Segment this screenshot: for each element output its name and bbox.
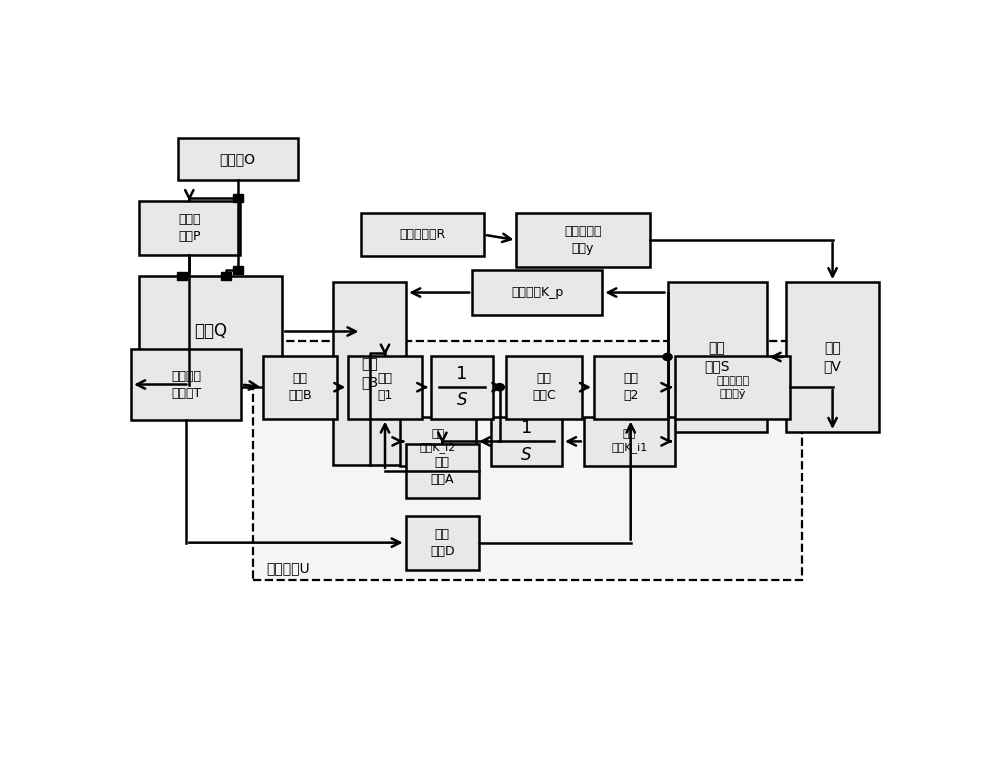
FancyBboxPatch shape bbox=[786, 282, 879, 432]
Text: 模型
系数C: 模型 系数C bbox=[532, 372, 556, 402]
Text: 模型
系数B: 模型 系数B bbox=[288, 372, 312, 402]
Text: 1: 1 bbox=[456, 365, 468, 383]
FancyBboxPatch shape bbox=[139, 202, 240, 255]
Text: S: S bbox=[521, 446, 532, 464]
FancyBboxPatch shape bbox=[361, 213, 484, 256]
FancyBboxPatch shape bbox=[406, 516, 479, 569]
FancyBboxPatch shape bbox=[584, 417, 675, 466]
Text: 电压传感器R: 电压传感器R bbox=[399, 228, 446, 241]
FancyBboxPatch shape bbox=[668, 282, 767, 432]
FancyBboxPatch shape bbox=[348, 356, 422, 419]
Circle shape bbox=[495, 384, 504, 391]
Text: 累加
器1: 累加 器1 bbox=[377, 372, 393, 402]
FancyBboxPatch shape bbox=[594, 356, 668, 419]
FancyBboxPatch shape bbox=[131, 349, 241, 420]
Text: 累加
器3: 累加 器3 bbox=[361, 357, 378, 390]
Bar bbox=[221, 272, 231, 280]
Bar bbox=[233, 266, 243, 274]
Text: 累加
器2: 累加 器2 bbox=[623, 372, 638, 402]
Text: 电流传
感器P: 电流传 感器P bbox=[178, 213, 201, 244]
FancyBboxPatch shape bbox=[263, 356, 337, 419]
Circle shape bbox=[663, 353, 672, 360]
FancyBboxPatch shape bbox=[406, 443, 479, 498]
Bar bbox=[233, 194, 243, 202]
Text: 积分
系数K_i1: 积分 系数K_i1 bbox=[611, 429, 648, 454]
FancyBboxPatch shape bbox=[333, 282, 406, 464]
Text: 积分
系数K_i2: 积分 系数K_i2 bbox=[420, 429, 456, 454]
FancyBboxPatch shape bbox=[472, 270, 602, 315]
FancyBboxPatch shape bbox=[491, 417, 562, 466]
Text: 电池模型U: 电池模型U bbox=[266, 562, 310, 576]
Text: 电压
误巪S: 电压 误巪S bbox=[704, 341, 730, 373]
FancyBboxPatch shape bbox=[675, 356, 790, 419]
FancyBboxPatch shape bbox=[139, 276, 282, 387]
FancyBboxPatch shape bbox=[253, 342, 802, 580]
Text: 测得的电
池电流T: 测得的电 池电流T bbox=[171, 370, 201, 400]
Text: 模型
系数A: 模型 系数A bbox=[431, 456, 454, 485]
FancyBboxPatch shape bbox=[178, 138, 298, 180]
FancyBboxPatch shape bbox=[431, 356, 493, 419]
FancyBboxPatch shape bbox=[516, 213, 650, 267]
Text: 比较
器V: 比较 器V bbox=[824, 341, 842, 373]
Text: 模型
系数D: 模型 系数D bbox=[430, 527, 455, 558]
Text: 测得的电池
电压y: 测得的电池 电压y bbox=[564, 225, 602, 255]
Text: 电池负O: 电池负O bbox=[220, 152, 256, 166]
Text: 1: 1 bbox=[521, 419, 532, 437]
Text: S: S bbox=[457, 391, 467, 409]
Text: 比例系数K_p: 比例系数K_p bbox=[511, 286, 563, 299]
Bar bbox=[177, 272, 187, 280]
FancyBboxPatch shape bbox=[506, 356, 582, 419]
FancyBboxPatch shape bbox=[400, 417, 476, 466]
Text: 电池Q: 电池Q bbox=[194, 323, 227, 341]
Text: 计算所得电
池电压ỹ: 计算所得电 池电压ỹ bbox=[716, 376, 749, 399]
